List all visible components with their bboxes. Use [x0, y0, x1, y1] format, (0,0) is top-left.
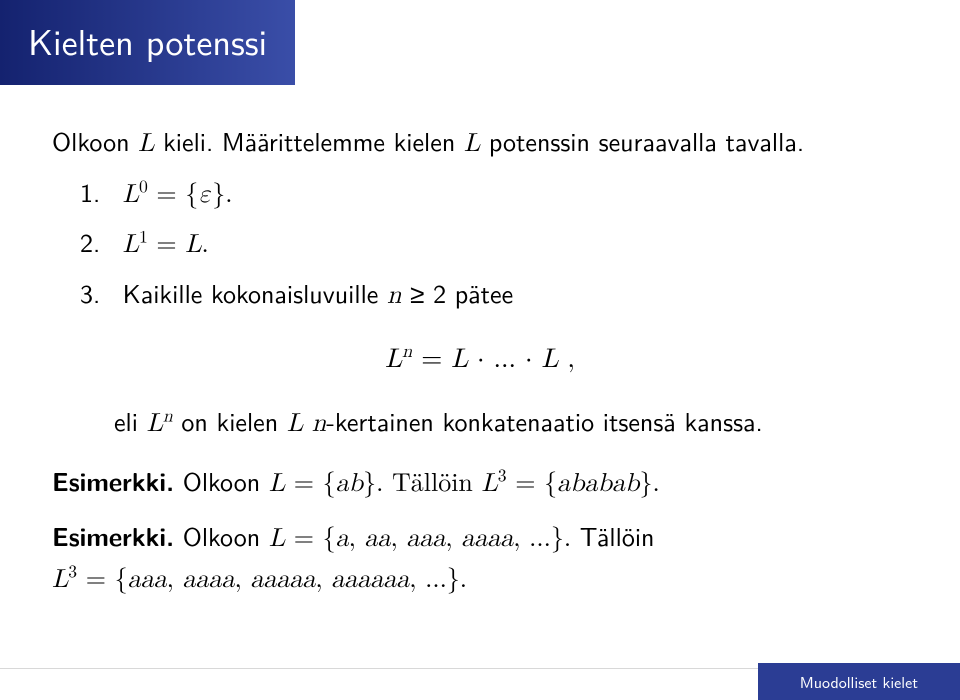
footer-text: Muodolliset kielet: [800, 670, 918, 693]
es1-e: }.: [640, 471, 660, 497]
eq: =: [148, 232, 186, 258]
display-equation: Ln = L · ... · L ,: [52, 340, 908, 379]
var-L: L: [464, 131, 480, 157]
var-L: L: [269, 471, 285, 497]
var-L: L: [138, 131, 154, 157]
var-L3: L: [52, 567, 68, 593]
sub-a: eli: [114, 402, 147, 440]
sup-3: 3: [68, 564, 77, 581]
close: }.: [212, 182, 232, 208]
title-text: Kielten potenssi: [28, 14, 267, 67]
item1-num: 1.: [80, 174, 114, 212]
item3-num: 3.: [80, 275, 114, 313]
list-item-3: 3. Kaikille kokonaisluvuille n ≥ 2 pätee: [80, 275, 908, 316]
sup-0: 0: [139, 179, 148, 196]
footer-label: Muodolliset kielet: [758, 663, 960, 700]
intro-paragraph: Olkoon L kieli. Määrittelemme kielen L p…: [52, 123, 908, 164]
es1-b: = {: [285, 471, 336, 497]
item2-num: 2.: [80, 224, 114, 262]
intro-c: potenssin seuraavalla tavalla.: [480, 122, 804, 160]
var-L: L: [269, 526, 285, 552]
eq: = {: [148, 182, 199, 208]
es1-c: }. Tällöin: [363, 471, 481, 497]
var-n: n: [312, 411, 326, 437]
es1-ab: ab: [336, 471, 363, 497]
intro-b: kieli. Määrittelemme kielen: [154, 122, 463, 160]
sub-b: on kielen: [173, 402, 287, 440]
definition-list: 1. L0 = {ε}. 2. L1 = L. 3. Kaikille koko…: [80, 174, 908, 316]
var-n: n: [387, 283, 401, 309]
var-L: L: [287, 411, 303, 437]
item3-b: ≥ 2 pätee: [401, 274, 513, 312]
sub-c: [303, 402, 312, 440]
es2-set: = {a, aa, aaa, aaaa, ...}.: [285, 526, 571, 552]
example-2: Esimerkki. Olkoon L = {a, aa, aaa, aaaa,…: [52, 517, 908, 599]
sub-d: -kertainen konkatenaatio itsensä kanssa.: [326, 402, 763, 440]
example-label: Esimerkki.: [52, 517, 174, 554]
slide-title: Kielten potenssi: [0, 0, 295, 85]
item3-explanation: eli Ln on kielen L n-kertainen konkatena…: [114, 403, 908, 444]
epsilon: ε: [198, 182, 212, 208]
item3-a: Kaikille kokonaisluvuille: [123, 274, 387, 312]
es1-a: Olkoon: [174, 462, 269, 500]
sup-n: n: [163, 408, 173, 425]
es2-a: Olkoon: [174, 517, 269, 555]
sup-3: 3: [498, 468, 507, 485]
var-L: L: [123, 232, 139, 258]
list-item-1: 1. L0 = {ε}.: [80, 174, 908, 215]
dot: .: [202, 232, 209, 258]
var-Ln: L: [147, 411, 163, 437]
var-L3: L: [482, 471, 498, 497]
slide-content: Olkoon L kieli. Määrittelemme kielen L p…: [0, 85, 960, 600]
list-item-2: 2. L1 = L.: [80, 224, 908, 265]
example-1: Esimerkki. Olkoon L = {ab}. Tällöin L3 =…: [52, 462, 908, 504]
es2-tail: Tällöin: [571, 517, 654, 555]
es2-res: = {aaa, aaaa, aaaaa, aaaaaa, ...}.: [77, 567, 467, 593]
var-L: L: [185, 232, 201, 258]
sup-1: 1: [139, 230, 148, 247]
example-label: Esimerkki.: [52, 462, 174, 499]
es1-ababab: ababab: [557, 471, 639, 497]
intro-a: Olkoon: [52, 122, 138, 160]
var-L: L: [123, 182, 139, 208]
es1-d: = {: [507, 471, 558, 497]
